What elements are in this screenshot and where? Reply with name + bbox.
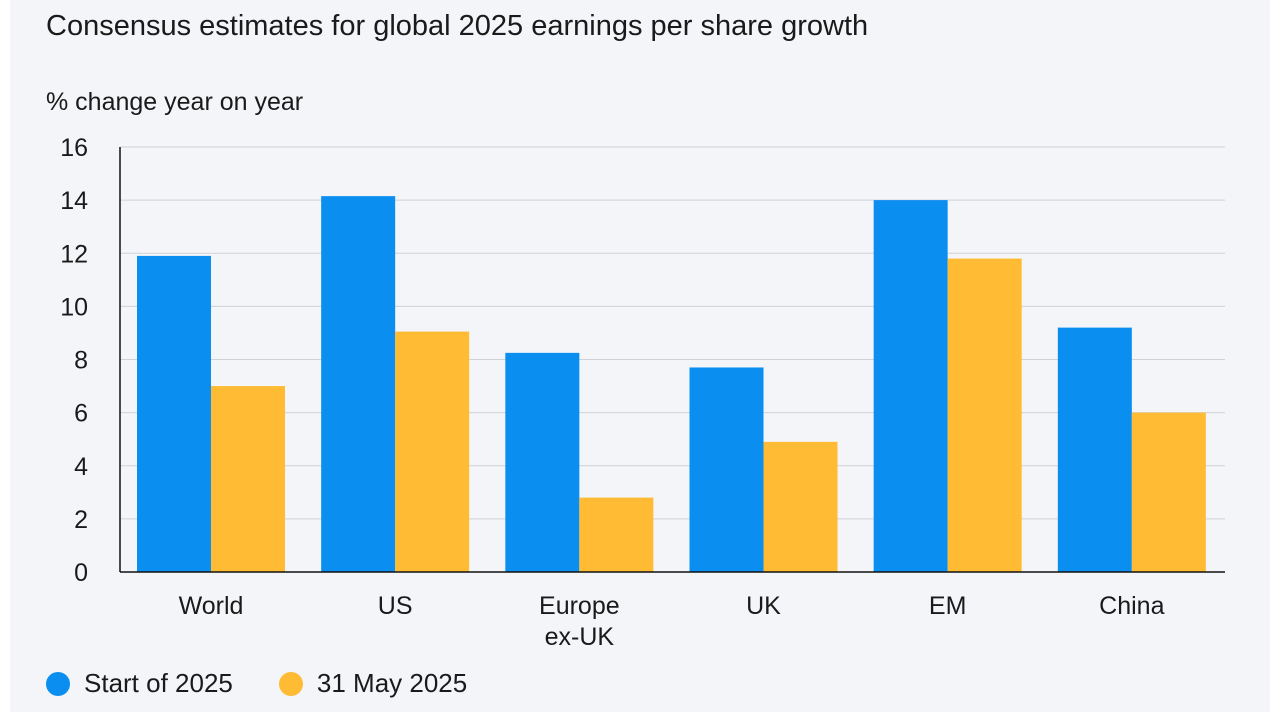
- legend-swatch-blue: [46, 671, 70, 696]
- bar-31-may-2025: [579, 497, 654, 572]
- bar-start-2025: [1057, 327, 1132, 572]
- legend-label: Start of 2025: [84, 668, 233, 698]
- y-tick-label: 12: [60, 240, 88, 268]
- bar-start-2025: [321, 196, 396, 572]
- x-tick-label: World: [179, 592, 244, 620]
- bar-31-may-2025: [1131, 412, 1206, 572]
- bar-31-may-2025: [763, 441, 838, 572]
- bar-start-2025: [505, 352, 580, 572]
- x-tick-label: EM: [929, 592, 967, 620]
- bar-31-may-2025: [395, 331, 470, 572]
- x-tick-label: US: [378, 592, 413, 620]
- legend-swatch-orange: [278, 671, 303, 696]
- bar-31-may-2025: [947, 258, 1022, 572]
- x-tick-label: China: [1099, 592, 1164, 620]
- chart-title: Consensus estimates for global 2025 earn…: [46, 10, 869, 42]
- y-tick-label: 10: [60, 293, 88, 321]
- x-tick-label: Europe: [539, 592, 620, 620]
- x-tick-label: ex-UK: [545, 623, 615, 651]
- chart-subtitle: % change year on year: [46, 88, 304, 116]
- legend-item-start: Start of 2025: [46, 668, 233, 699]
- y-tick-label: 14: [60, 187, 88, 215]
- y-tick-label: 8: [74, 347, 88, 375]
- y-tick-label: 6: [74, 400, 88, 428]
- bar-start-2025: [689, 367, 764, 572]
- x-tick-label: UK: [746, 592, 781, 620]
- legend: Start of 2025 31 May 2025: [46, 668, 467, 699]
- bar-31-may-2025: [211, 386, 285, 572]
- legend-label: 31 May 2025: [316, 668, 468, 698]
- bar-start-2025: [137, 255, 211, 572]
- y-tick-label: 4: [74, 453, 88, 481]
- y-tick-label: 16: [60, 134, 88, 162]
- bar-start-2025: [873, 200, 948, 572]
- legend-item-may: 31 May 2025: [278, 668, 468, 699]
- y-tick-label: 0: [74, 559, 88, 587]
- y-tick-label: 2: [74, 506, 88, 534]
